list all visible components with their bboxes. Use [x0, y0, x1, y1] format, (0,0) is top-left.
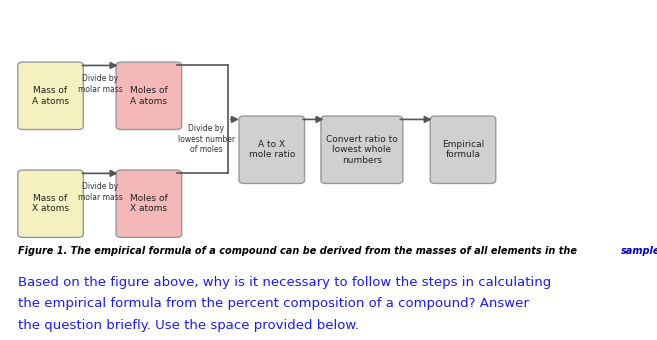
Text: Based on the figure above, why is it necessary to follow the steps in calculatin: Based on the figure above, why is it nec…: [18, 276, 551, 289]
Text: Divide by
lowest number
of moles: Divide by lowest number of moles: [177, 124, 235, 154]
FancyBboxPatch shape: [116, 170, 181, 237]
Text: Empirical
formula: Empirical formula: [442, 140, 484, 159]
FancyBboxPatch shape: [239, 116, 305, 184]
FancyBboxPatch shape: [430, 116, 496, 184]
Text: Convert ratio to
lowest whole
numbers: Convert ratio to lowest whole numbers: [326, 135, 397, 165]
Text: Moles of
X atoms: Moles of X atoms: [130, 194, 168, 214]
FancyBboxPatch shape: [321, 116, 403, 184]
Text: Divide by
molar mass: Divide by molar mass: [78, 74, 123, 94]
Text: Mass of
X atoms: Mass of X atoms: [32, 194, 69, 214]
Text: Figure 1. The empirical formula of a compound can be derived from the masses of : Figure 1. The empirical formula of a com…: [18, 246, 580, 256]
Text: Divide by
molar mass: Divide by molar mass: [78, 182, 123, 202]
FancyBboxPatch shape: [18, 62, 83, 130]
Text: Moles of
A atoms: Moles of A atoms: [130, 86, 168, 105]
Text: the empirical formula from the percent composition of a compound? Answer: the empirical formula from the percent c…: [18, 298, 529, 310]
Text: Mass of
A atoms: Mass of A atoms: [32, 86, 69, 105]
Text: the question briefly. Use the space provided below.: the question briefly. Use the space prov…: [18, 319, 359, 332]
Text: sample: sample: [621, 246, 657, 256]
FancyBboxPatch shape: [18, 170, 83, 237]
FancyBboxPatch shape: [116, 62, 181, 130]
Text: A to X
mole ratio: A to X mole ratio: [248, 140, 295, 159]
